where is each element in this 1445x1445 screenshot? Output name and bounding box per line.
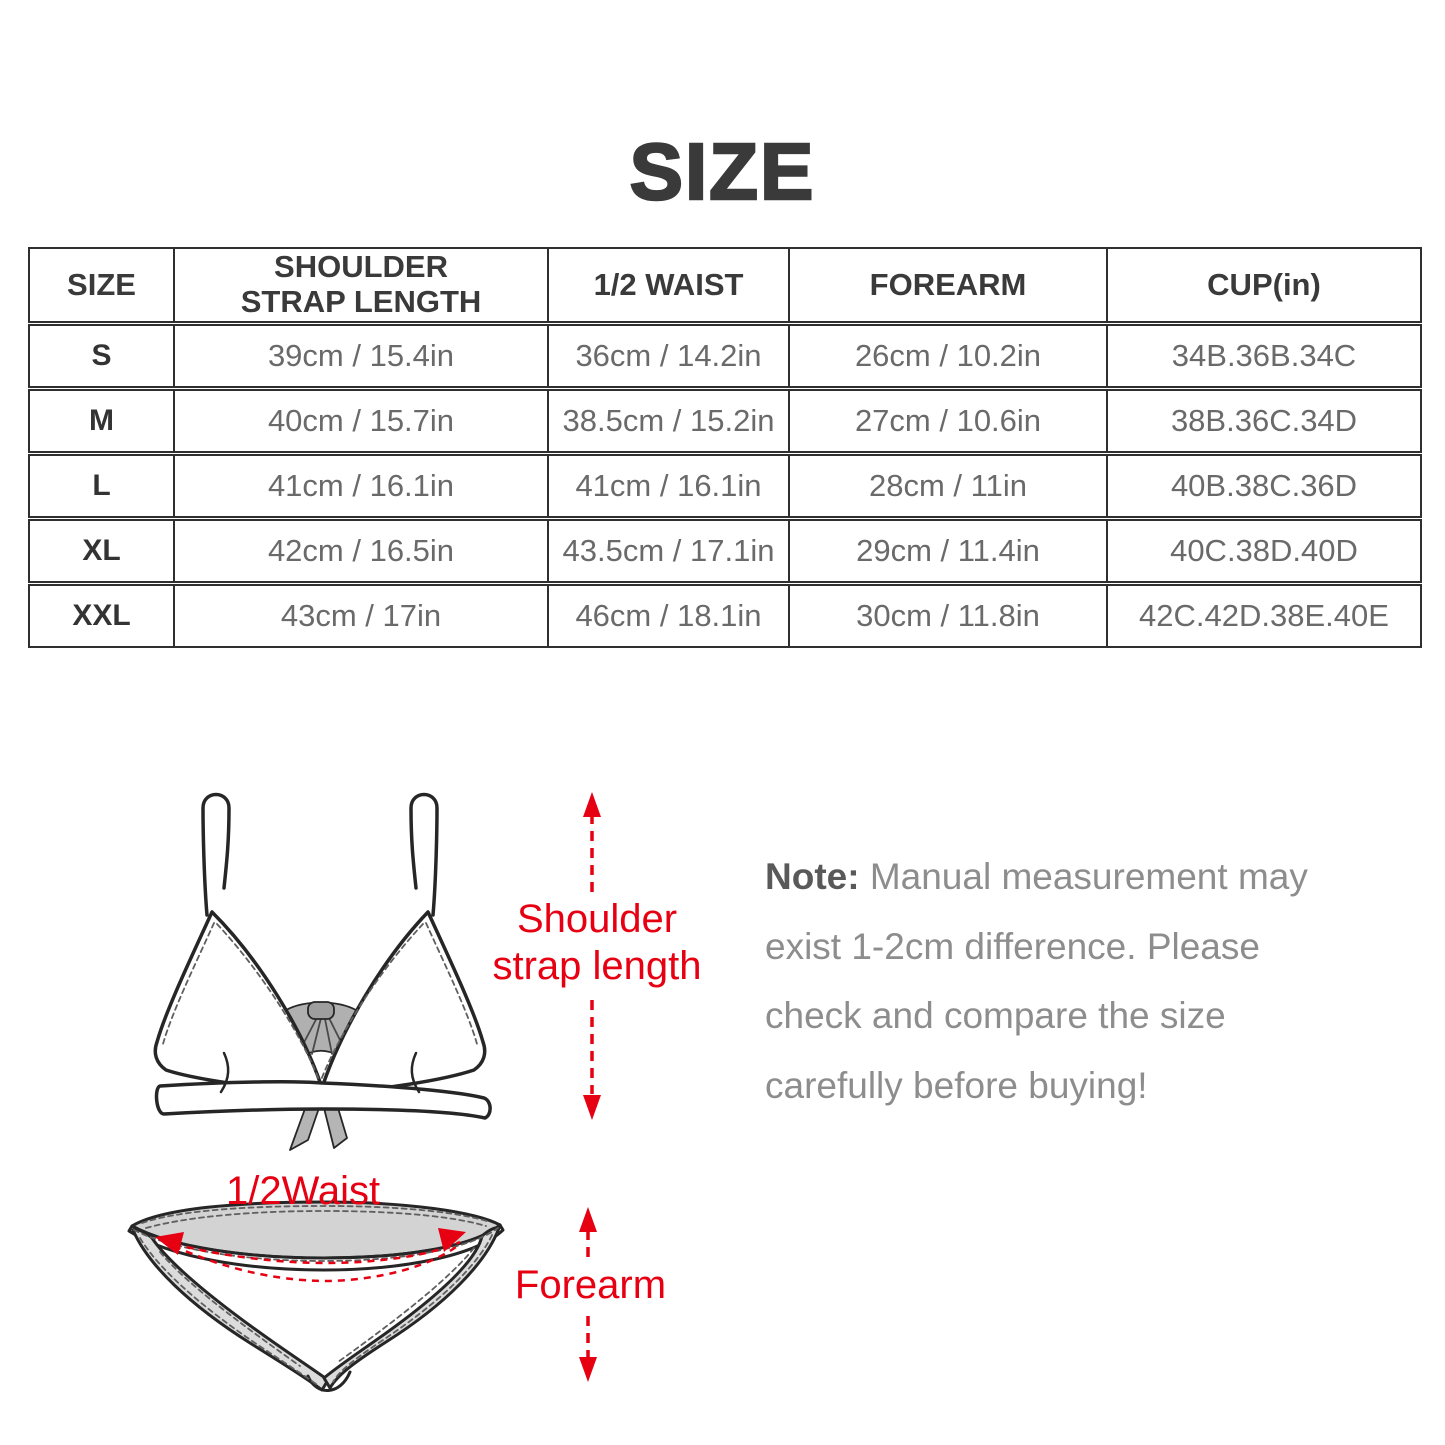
table-row-m: M 40cm / 15.7in 38.5cm / 15.2in 27cm / 1…: [29, 388, 1421, 456]
cell-forearm: 26cm / 10.2in: [789, 323, 1108, 391]
right-strap: [409, 792, 439, 917]
front-waistband: [127, 1223, 505, 1272]
cell-forearm: 29cm / 11.4in: [789, 518, 1108, 586]
measurement-note: Note: Manual measurement may exist 1-2cm…: [765, 842, 1350, 1120]
cell-waist: 41cm / 16.1in: [548, 453, 790, 521]
cell-cup: 38B.36C.34D: [1107, 388, 1421, 456]
cell-shoulder: 40cm / 15.7in: [174, 388, 549, 456]
cell-forearm: 27cm / 10.6in: [789, 388, 1108, 456]
cell-forearm: 28cm / 11in: [789, 453, 1108, 521]
cell-waist: 43.5cm / 17.1in: [548, 518, 790, 586]
cell-shoulder: 39cm / 15.4in: [174, 323, 549, 391]
page-title: SIZE: [628, 126, 816, 218]
bikini-measure-diagram: [127, 792, 601, 1392]
cell-shoulder: 41cm / 16.1in: [174, 453, 549, 521]
cell-size: S: [29, 323, 175, 391]
bow-tail-right: [323, 1107, 348, 1149]
crotch-curve: [306, 1370, 352, 1392]
table-row-xl: XL 42cm / 16.5in 43.5cm / 17.1in 29cm / …: [29, 518, 1421, 586]
bikini-top-drawing: [153, 792, 492, 1151]
bow-knot: [307, 1001, 335, 1020]
bow-tail-left: [289, 1105, 320, 1151]
forearm-measure-arrow: [579, 1207, 597, 1382]
cell-waist: 36cm / 14.2in: [548, 323, 790, 391]
cell-forearm: 30cm / 11.8in: [789, 583, 1108, 647]
size-table: SIZE SHOULDER STRAP LENGTH 1/2 WAIST FOR…: [28, 247, 1422, 648]
cell-shoulder: 42cm / 16.5in: [174, 518, 549, 586]
bikini-bottom-drawing: [127, 1200, 505, 1392]
table-row-l: L 41cm / 16.1in 41cm / 16.1in 28cm / 11i…: [29, 453, 1421, 521]
cell-cup: 42C.42D.38E.40E: [1139, 598, 1389, 633]
header-half-waist: 1/2 WAIST: [548, 248, 790, 326]
forearm-label: Forearm: [514, 1263, 667, 1307]
note-text: Manual measurement may exist 1-2cm diffe…: [765, 856, 1308, 1106]
right-hip-panel: [322, 1226, 501, 1390]
right-dart: [410, 1051, 421, 1094]
shoulder-strap-measure-arrow: [583, 792, 601, 1120]
left-strap: [201, 792, 231, 917]
cell-size: XXL: [29, 583, 175, 647]
chest-band: [154, 1080, 492, 1120]
cell-waist: 38.5cm / 15.2in: [548, 388, 790, 456]
header-size: SIZE: [29, 248, 175, 326]
header-cup: CUP(in): [1107, 248, 1421, 326]
cell-shoulder: 43cm / 17in: [174, 583, 549, 647]
table-header-row: SIZE SHOULDER STRAP LENGTH 1/2 WAIST FOR…: [29, 248, 1421, 326]
left-cup: [153, 910, 326, 1096]
table-row-s: S 39cm / 15.4in 36cm / 14.2in 26cm / 10.…: [29, 323, 1421, 391]
cell-size: M: [29, 388, 175, 456]
cell-size: L: [29, 453, 175, 521]
header-forearm: FOREARM: [789, 248, 1108, 326]
right-cup: [318, 910, 487, 1096]
shoulder-strap-label: Shoulder strap length: [492, 897, 702, 989]
cell-size: XL: [29, 518, 175, 586]
half-waist-label: 1/2Waist: [226, 1169, 381, 1213]
header-shoulder-strap: SHOULDER STRAP LENGTH: [174, 248, 549, 326]
cell-cup: 40C.38D.40D: [1107, 518, 1421, 586]
left-dart: [219, 1051, 230, 1094]
half-waist-measure-arrow: [155, 1228, 466, 1283]
cell-waist: 46cm / 18.1in: [548, 583, 790, 647]
cell-cup: 34B.36B.34C: [1107, 323, 1421, 391]
table-row-xxl: XXL 43cm / 17in 46cm / 18.1in 30cm / 11.…: [29, 583, 1421, 647]
note-label: Note:: [765, 856, 860, 897]
cell-cup: 40B.38C.36D: [1107, 453, 1421, 521]
